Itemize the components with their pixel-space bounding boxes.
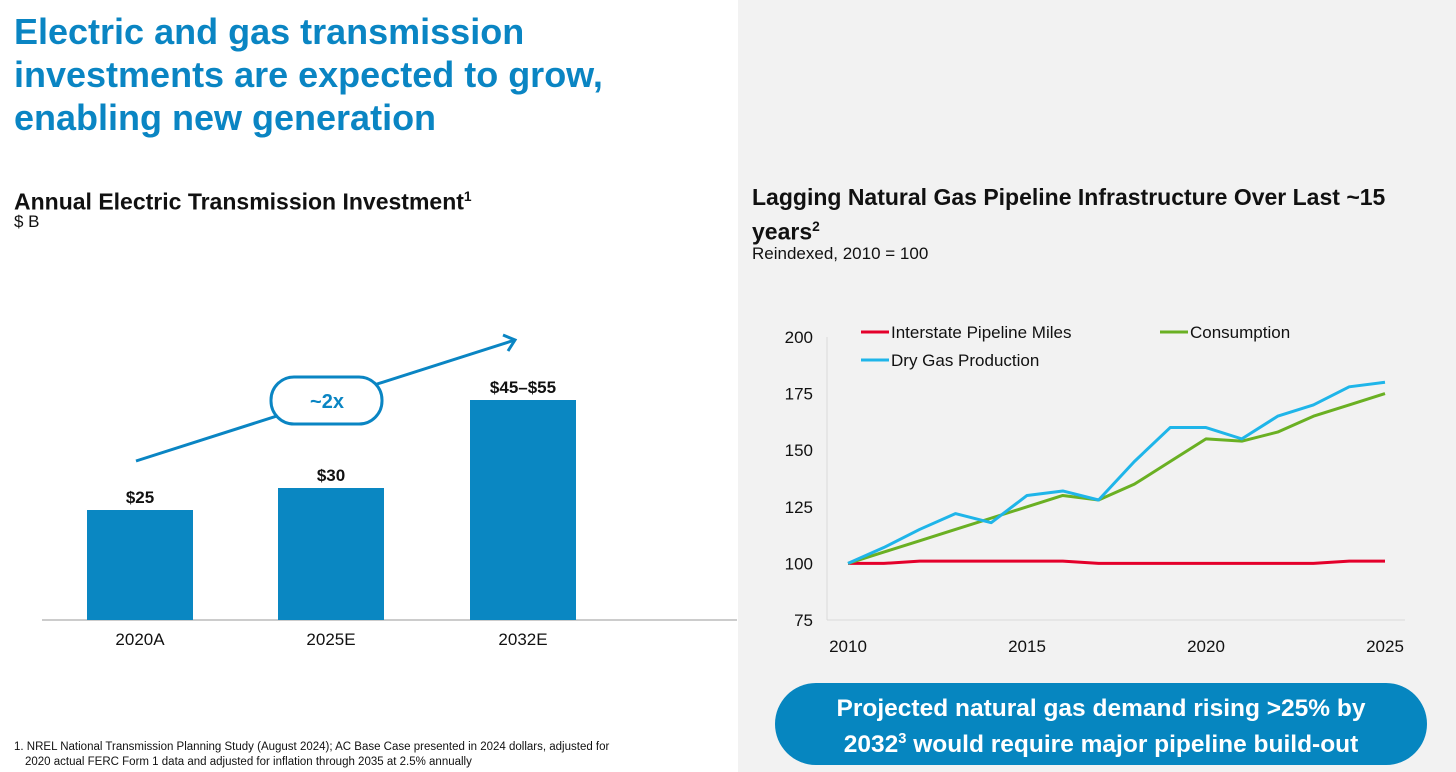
footnote-line-2: 2020 actual FERC Form 1 data and adjuste… — [25, 756, 472, 768]
bar-2025E — [278, 488, 384, 620]
growth-annotation-text: ~2x — [310, 391, 344, 413]
legend-label: Consumption — [1190, 323, 1290, 342]
bar-2020A — [87, 510, 193, 620]
y-tick-label: 100 — [785, 554, 813, 573]
x-tick-label: 2010 — [829, 637, 867, 656]
callout-line-1: Projected natural gas demand rising >25%… — [836, 695, 1366, 722]
bar-category-label: 2032E — [498, 630, 547, 649]
line-chart-title: Lagging Natural Gas Pipeline Infrastruct… — [752, 184, 1386, 245]
y-tick-label: 175 — [785, 385, 813, 404]
x-tick-label: 2025 — [1366, 637, 1404, 656]
y-tick-label: 125 — [785, 498, 813, 517]
y-tick-label: 75 — [794, 611, 813, 630]
growth-annotation-pill — [269, 375, 384, 426]
footnote: 1. NREL National Transmission Planning S… — [14, 740, 734, 770]
series-line-interstate-pipeline-miles — [848, 559, 1385, 565]
callout-line-2: 20323 would require major pipeline build… — [843, 731, 1359, 759]
right-panel-background — [738, 0, 1456, 772]
legend-label: Interstate Pipeline Miles — [891, 323, 1071, 342]
page-title: Electric and gas transmission investment… — [14, 11, 603, 138]
bar-chart-unit: $ B — [14, 212, 40, 231]
bar-data-label: $30 — [317, 466, 345, 485]
line-chart-subtitle: Reindexed, 2010 = 100 — [752, 244, 929, 263]
y-tick-label: 150 — [785, 441, 813, 460]
callout-banner: Projected natural gas demand rising >25%… — [775, 683, 1427, 765]
legend-label: Dry Gas Production — [891, 351, 1039, 370]
bar-category-label: 2020A — [115, 630, 165, 649]
footnote-line-1: 1. NREL National Transmission Planning S… — [14, 741, 610, 753]
series-line-consumption — [847, 392, 1386, 565]
growth-arrow-head — [502, 333, 518, 352]
y-tick-label: 200 — [785, 328, 813, 347]
bar-category-label: 2025E — [306, 630, 355, 649]
bar-chart-title: Annual Electric Transmission Investment1 — [14, 188, 472, 215]
bar-data-label: $45–$55 — [490, 378, 556, 397]
series-line-dry-gas-production — [847, 380, 1386, 565]
bar-data-label: $25 — [126, 488, 154, 507]
x-tick-label: 2020 — [1187, 637, 1225, 656]
bar-2032E — [470, 400, 576, 620]
x-tick-label: 2015 — [1008, 637, 1046, 656]
